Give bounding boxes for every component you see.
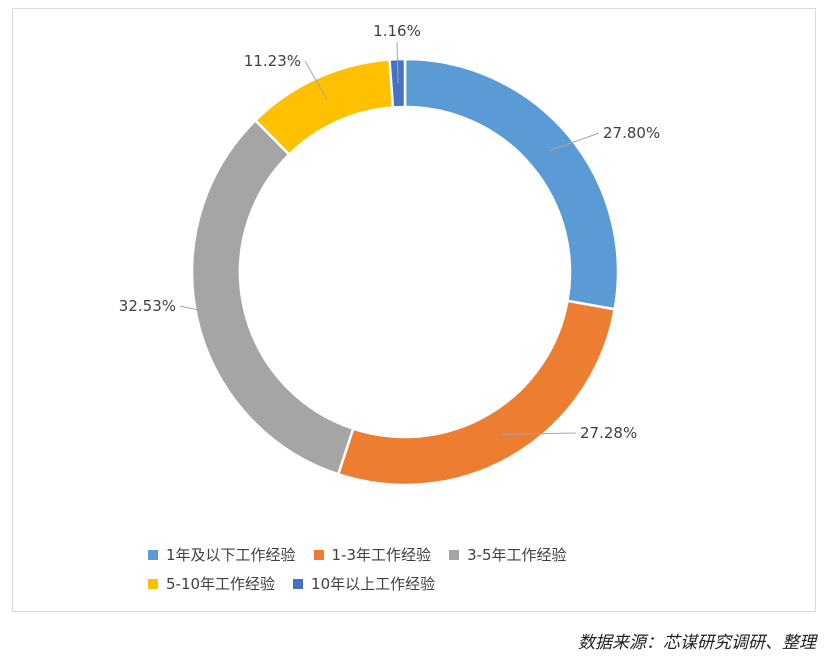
slice-label-2: 32.53% bbox=[119, 297, 176, 315]
legend-label-2: 3-5年工作经验 bbox=[467, 546, 567, 564]
leader-line-3 bbox=[304, 60, 328, 101]
legend-swatch-0 bbox=[148, 549, 158, 560]
legend-item-2: 3-5年工作经验 bbox=[449, 544, 567, 565]
legend-label-4: 10年以上工作经验 bbox=[311, 575, 436, 593]
legend-swatch-1 bbox=[313, 549, 324, 560]
slice-label-4: 1.16% bbox=[373, 22, 421, 40]
legend-label-3: 5-10年工作经验 bbox=[166, 575, 276, 593]
legend-swatch-3 bbox=[148, 578, 158, 589]
legend-row-2: 5-10年工作经验 10年以上工作经验 bbox=[148, 573, 708, 594]
leader-line-2 bbox=[179, 305, 222, 316]
slice-label-1: 27.28% bbox=[580, 424, 637, 442]
source-note: 数据来源：芯谋研究调研、整理 bbox=[578, 633, 816, 653]
leader-line-1 bbox=[501, 432, 577, 435]
slice-4 bbox=[388, 57, 407, 109]
legend-item-4: 10年以上工作经验 bbox=[293, 573, 435, 594]
legend: 1年及以下工作经验 1-3年工作经验 3-5年工作经验 5-10年工作经验 10… bbox=[148, 544, 708, 602]
legend-row-1: 1年及以下工作经验 1-3年工作经验 3-5年工作经验 bbox=[148, 544, 708, 565]
leader-line-4 bbox=[396, 41, 399, 84]
slice-label-3: 11.23% bbox=[244, 52, 301, 70]
legend-label-1: 1-3年工作经验 bbox=[331, 546, 432, 564]
legend-item-0: 1年及以下工作经验 bbox=[148, 544, 296, 565]
legend-swatch-4 bbox=[293, 578, 304, 589]
legend-label-0: 1年及以下工作经验 bbox=[166, 546, 296, 564]
slice-3 bbox=[253, 58, 395, 157]
leader-line-0 bbox=[549, 132, 600, 152]
slice-0 bbox=[403, 57, 620, 311]
legend-item-1: 1-3年工作经验 bbox=[313, 544, 432, 565]
slice-2 bbox=[190, 118, 355, 476]
chart-frame bbox=[12, 8, 816, 612]
legend-swatch-2 bbox=[449, 549, 460, 560]
slice-label-0: 27.80% bbox=[603, 124, 660, 142]
slice-1 bbox=[336, 299, 617, 487]
legend-item-3: 5-10年工作经验 bbox=[148, 573, 275, 594]
